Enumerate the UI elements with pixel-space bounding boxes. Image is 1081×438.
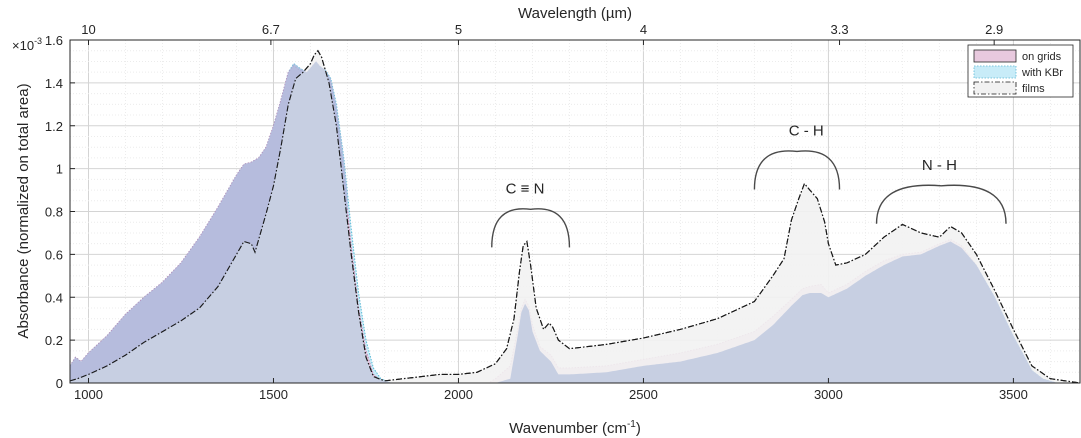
x-axis-label: Wavenumber (cm-1) (509, 419, 641, 437)
y-tick-label: 1.2 (45, 119, 63, 134)
x-tick-label: 1000 (74, 387, 103, 402)
y-tick-label: 1.6 (45, 33, 63, 48)
y-axis-label: Absorbance (normalized on total area) (15, 83, 32, 338)
x-tick-label: 1500 (259, 387, 288, 402)
x-tick-label: 2500 (629, 387, 658, 402)
x-tick-label: 3500 (999, 387, 1028, 402)
legend-label-films: films (1022, 83, 1045, 95)
top-x-axis-label: Wavelength (µm) (518, 5, 632, 22)
series-areas (69, 49, 1081, 384)
legend-swatch-on-grids (973, 49, 1017, 63)
area-kbr-excess (70, 61, 348, 381)
legend-swatch-films (973, 81, 1017, 95)
x-tick-label: 2000 (444, 387, 473, 402)
annotation-arc (491, 208, 571, 248)
top-tick-label: 6.7 (262, 22, 280, 37)
annotation-label: C ≡ N (506, 180, 545, 197)
y-tick-label: 0.2 (45, 333, 63, 348)
y-exponent-label: ×10-3 (12, 36, 42, 53)
y-tick-label: 0 (56, 376, 63, 391)
y-tick-label: 0.4 (45, 290, 63, 305)
area-overlap (70, 61, 1080, 384)
annotation-arc (753, 150, 841, 190)
top-tick-label: 2.9 (985, 22, 1003, 37)
y-tick-label: 0.6 (45, 247, 63, 262)
annotation-label: N - H (922, 157, 957, 174)
top-tick-label: 5 (455, 22, 462, 37)
annotation-arc (875, 184, 1007, 224)
y-tick-label: 1.4 (45, 76, 63, 91)
legend-label-with-kbr: with KBr (1021, 67, 1063, 79)
x-tick-label: 3000 (814, 387, 843, 402)
legend: on grids with KBr films (967, 44, 1074, 98)
y-tick-label: 0.8 (45, 205, 63, 220)
legend-label-on-grids: on grids (1022, 51, 1062, 63)
top-tick-label: 3.3 (830, 22, 848, 37)
legend-swatch-with-kbr (973, 65, 1017, 79)
top-tick-label: 10 (81, 22, 95, 37)
annotations: C ≡ N C - H N - H (491, 122, 1007, 248)
line-films-top (69, 49, 1081, 384)
top-tick-label: 4 (640, 22, 647, 37)
annotation-label: C - H (789, 122, 824, 139)
y-tick-label: 1 (56, 162, 63, 177)
ticks: 1000 1500 2000 2500 3000 3500 0 0.2 0.4 0.6 0.8 1 1.… (45, 22, 1028, 402)
